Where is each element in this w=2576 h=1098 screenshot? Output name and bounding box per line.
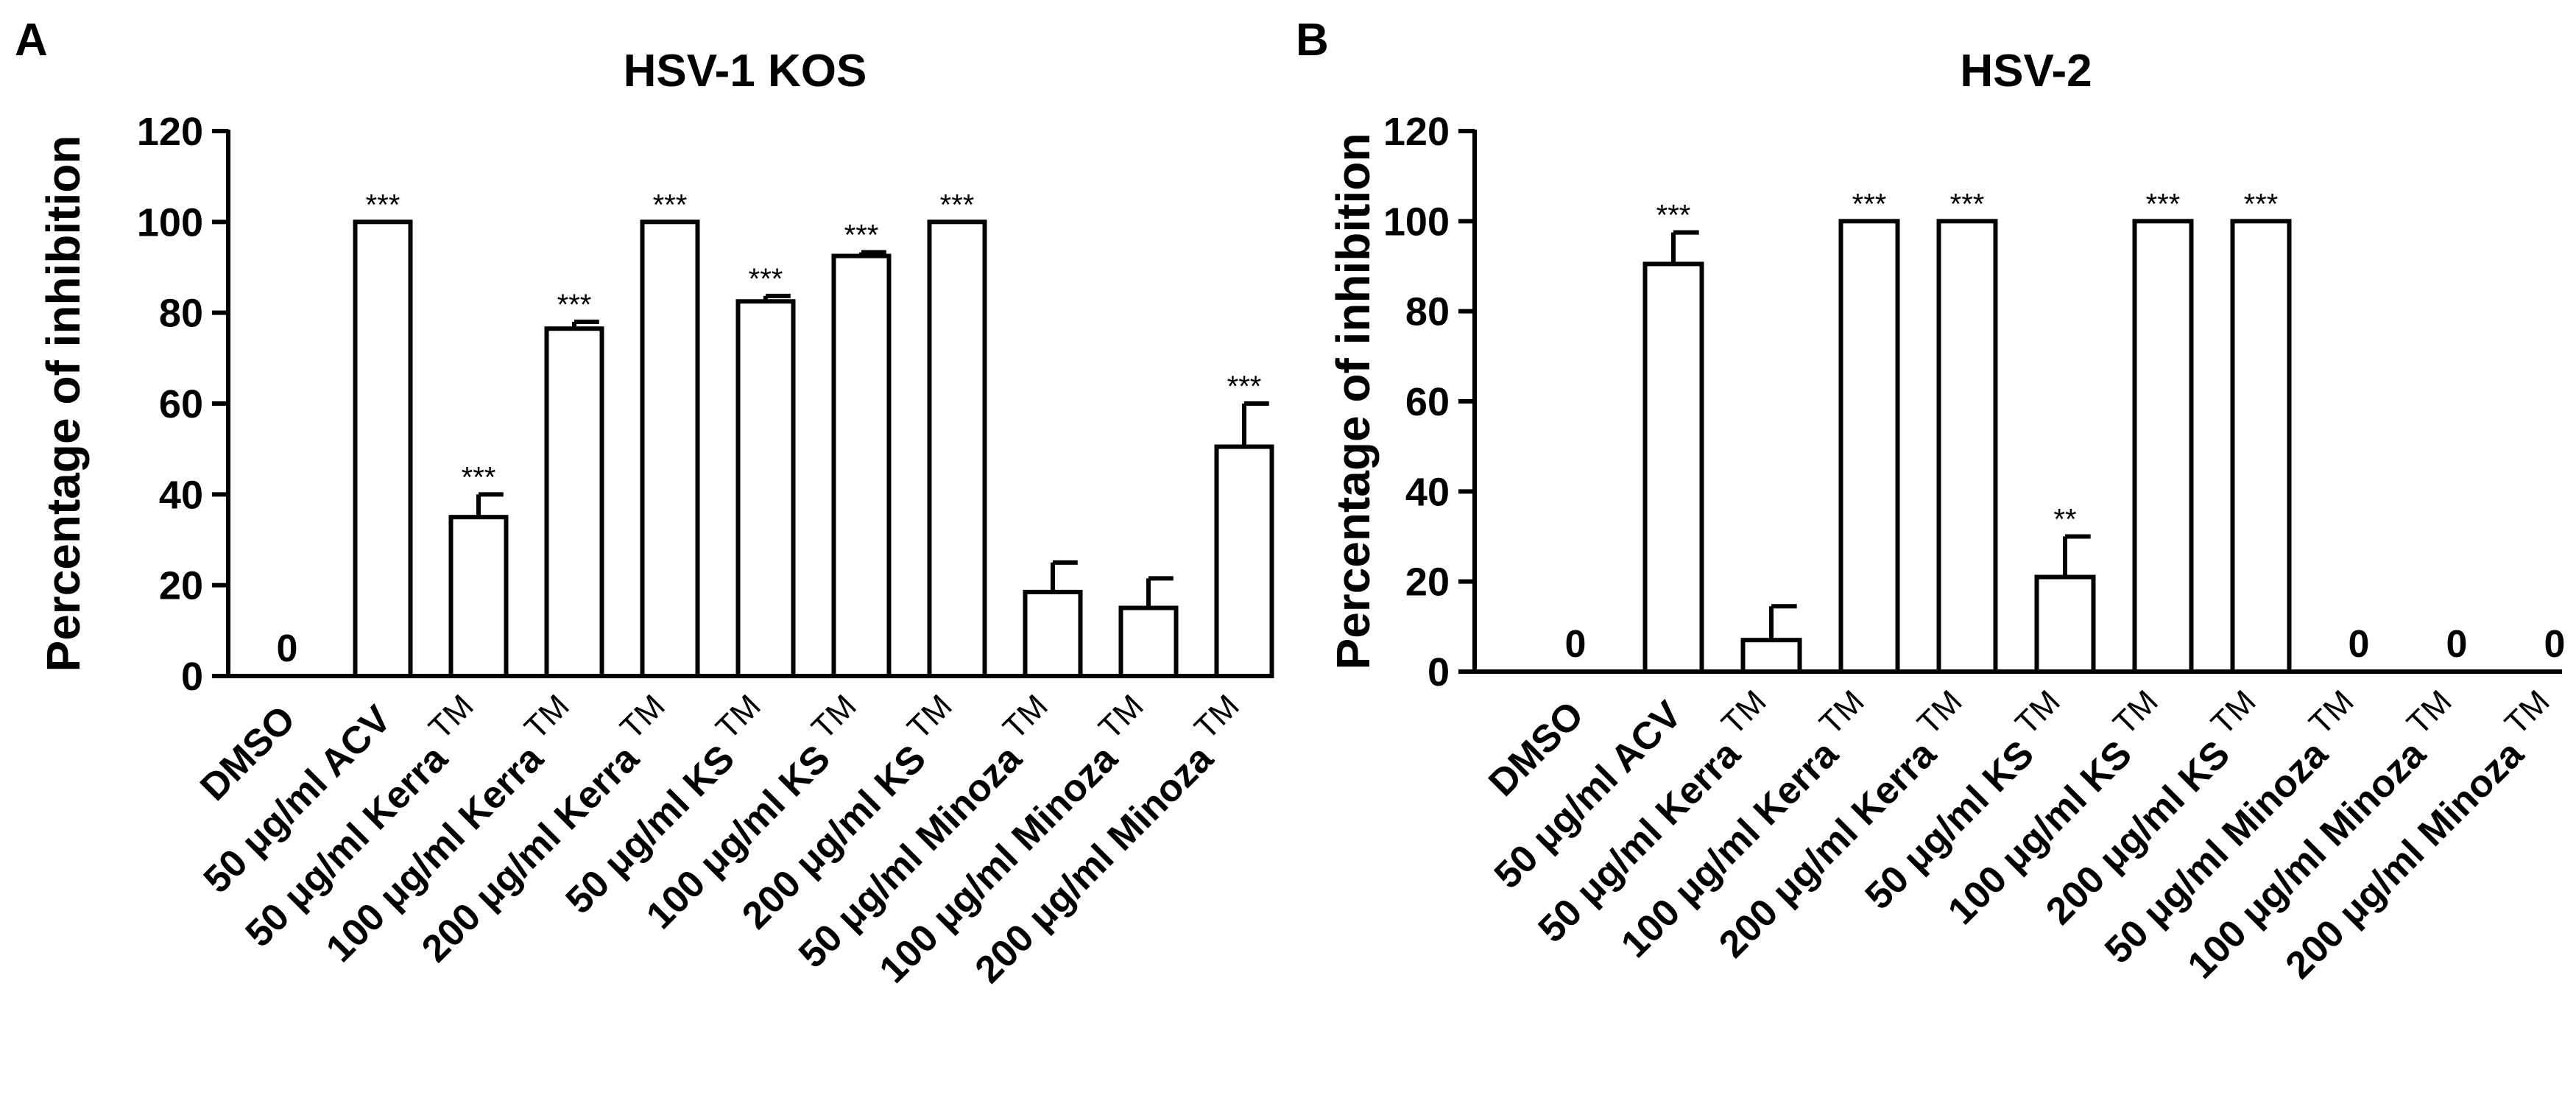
significance-label: ***: [1852, 188, 1887, 220]
significance-label: ***: [749, 263, 783, 295]
x-tick-label-text: 50 μg/ml KS: [1857, 733, 2043, 918]
significance-label: ***: [1227, 370, 1262, 403]
x-tick-label-superscript: TM: [1188, 688, 1246, 747]
zero-label: 0: [2446, 623, 2468, 666]
y-tick-label: 40: [159, 473, 203, 517]
y-tick-label: 60: [1405, 380, 1450, 424]
zero-label: 0: [2349, 623, 2370, 666]
y-tick-label: 20: [1405, 560, 1450, 605]
bar: [640, 219, 700, 679]
bar: [1642, 261, 1704, 675]
x-tick-label-superscript: TM: [2400, 683, 2459, 742]
y-axis-label: Percentage of inhibition: [37, 136, 90, 672]
bar: [544, 326, 604, 678]
x-tick-label-superscript: TM: [613, 688, 672, 747]
significance-label: ***: [366, 189, 400, 221]
x-tick-label-superscript: TM: [900, 688, 959, 747]
x-tick-label-superscript: TM: [518, 688, 576, 747]
x-tick-label-superscript: TM: [996, 688, 1055, 747]
chart-title: HSV-1 KOS: [624, 46, 867, 96]
bar: [735, 299, 796, 678]
x-tick-label-superscript: TM: [1910, 683, 1969, 742]
significance-label: ***: [653, 189, 688, 221]
bar: [831, 253, 892, 679]
bar: [1936, 219, 1998, 675]
significance-label: ***: [844, 219, 879, 252]
bar: [927, 219, 987, 679]
significance-label: ***: [2146, 188, 2181, 220]
panel-a: A HSV-1 KOS Percentage of inhibition 0 20 40 6…: [15, 15, 1274, 991]
panel-letter: A: [15, 15, 48, 66]
significance-label: ***: [940, 189, 975, 221]
bar: [2034, 574, 2096, 674]
significance-label: ***: [1950, 188, 1985, 220]
significance-label: **: [2053, 504, 2076, 536]
y-tick-label: 0: [1428, 650, 1450, 694]
bar: [1838, 219, 1900, 675]
y-tick-label: 100: [137, 200, 203, 244]
x-tick-label-superscript: TM: [1715, 683, 1774, 742]
y-tick-label: 120: [1383, 110, 1450, 154]
y-tick-label: 100: [1383, 200, 1450, 244]
y-axis-label: Percentage of inhibition: [1327, 133, 1380, 670]
bar: [1740, 638, 1802, 675]
panel-letter: B: [1296, 15, 1329, 66]
x-tick-label-superscript: TM: [2106, 683, 2165, 742]
y-tick-label: 20: [159, 564, 203, 608]
significance-label: ***: [2244, 188, 2279, 220]
y-tick-label: 120: [137, 110, 203, 154]
x-tick-label-superscript: TM: [2204, 683, 2263, 742]
bar: [2132, 219, 2194, 675]
x-tick-label-superscript: TM: [2498, 683, 2557, 742]
x-tick-label-superscript: TM: [805, 688, 864, 747]
bar: [1214, 444, 1274, 678]
chart-title: HSV-2: [1960, 46, 2092, 96]
bar: [1023, 589, 1083, 679]
bar: [2230, 219, 2292, 675]
x-tick-label-superscript: TM: [422, 688, 481, 747]
y-tick-label: 80: [159, 292, 203, 336]
zero-label: 0: [1565, 623, 1587, 666]
bar: [448, 515, 509, 679]
y-tick-label: 60: [159, 382, 203, 426]
x-tick-label-superscript: TM: [2008, 683, 2067, 742]
y-tick-label: 0: [181, 655, 203, 699]
bar: [353, 219, 413, 679]
x-tick-label-superscript: TM: [709, 688, 768, 747]
y-tick-label: 80: [1405, 290, 1450, 334]
x-tick-label-superscript: TM: [2302, 683, 2361, 742]
significance-label: ***: [557, 289, 592, 321]
panel-b: B HSV-2 Percentage of inhibition 0 20 40 60 80 1…: [1296, 15, 2566, 987]
y-tick-label: 40: [1405, 470, 1450, 514]
x-tick-label-superscript: TM: [1813, 683, 1871, 742]
significance-label: ***: [462, 461, 496, 493]
significance-label: ***: [1656, 200, 1691, 232]
zero-label: 0: [2544, 623, 2566, 666]
bar: [1118, 605, 1179, 678]
x-tick-label-superscript: TM: [1092, 688, 1151, 747]
zero-label: 0: [277, 627, 298, 670]
